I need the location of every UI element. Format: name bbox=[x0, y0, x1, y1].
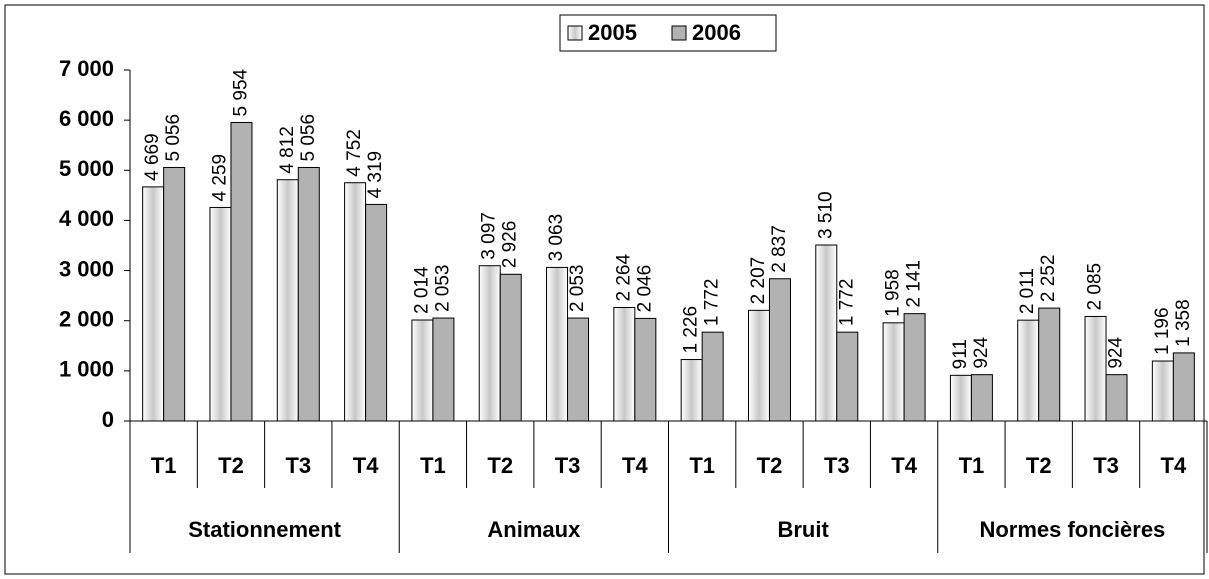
legend-label: 2006 bbox=[692, 20, 741, 45]
data-label: 924 bbox=[1106, 337, 1127, 369]
data-label: 2 053 bbox=[432, 265, 453, 313]
bar bbox=[903, 313, 926, 422]
chart-frame bbox=[4, 4, 1205, 575]
data-label: 1 226 bbox=[681, 306, 702, 354]
data-label: 2 011 bbox=[1017, 268, 1038, 314]
data-label: 2 085 bbox=[1085, 263, 1106, 311]
x-tick-label: T3 bbox=[285, 453, 311, 478]
bar bbox=[297, 166, 320, 422]
data-label: 2 046 bbox=[634, 265, 655, 313]
bar bbox=[970, 374, 993, 422]
data-label: 1 358 bbox=[1173, 299, 1194, 347]
data-label: 5 056 bbox=[163, 114, 184, 162]
bar bbox=[815, 244, 838, 422]
bar bbox=[613, 306, 636, 422]
bar bbox=[1084, 315, 1107, 422]
bar bbox=[567, 317, 590, 422]
x-tick-label: T4 bbox=[891, 453, 917, 478]
y-tick-label: 1 000 bbox=[59, 357, 114, 382]
legend-box bbox=[559, 14, 777, 52]
data-label: 3 097 bbox=[479, 212, 500, 260]
data-label: 2 141 bbox=[904, 260, 925, 308]
data-label: 2 014 bbox=[411, 266, 432, 314]
data-label: 2 053 bbox=[567, 265, 588, 313]
data-label: 4 752 bbox=[344, 129, 365, 177]
data-label: 4 812 bbox=[277, 126, 298, 174]
data-label: 2 207 bbox=[748, 257, 769, 305]
bar bbox=[768, 278, 791, 422]
data-label: 4 669 bbox=[142, 133, 163, 181]
bar bbox=[163, 166, 186, 422]
group-label: Bruit bbox=[777, 517, 829, 542]
bar bbox=[634, 317, 657, 422]
x-tick-label: T3 bbox=[824, 453, 850, 478]
bar bbox=[1038, 307, 1061, 422]
y-tick-label: 4 000 bbox=[59, 206, 114, 231]
bar bbox=[365, 203, 388, 422]
legend-swatch bbox=[567, 25, 583, 41]
data-label: 5 056 bbox=[298, 114, 319, 162]
x-tick-label: T1 bbox=[420, 453, 446, 478]
data-label: 924 bbox=[971, 337, 992, 369]
data-label: 4 319 bbox=[365, 151, 386, 199]
bar bbox=[747, 309, 770, 422]
data-label: 5 954 bbox=[230, 68, 251, 116]
bar bbox=[276, 179, 299, 422]
bar bbox=[1105, 374, 1128, 422]
group-label: Animaux bbox=[487, 517, 581, 542]
y-tick-label: 3 000 bbox=[59, 256, 114, 281]
bar bbox=[680, 359, 703, 422]
group-label: Normes foncières bbox=[979, 517, 1165, 542]
x-tick-label: T2 bbox=[487, 453, 513, 478]
bar bbox=[499, 273, 522, 422]
data-label: 1 772 bbox=[702, 279, 723, 327]
x-tick-label: T1 bbox=[151, 453, 177, 478]
data-label: 3 510 bbox=[815, 191, 836, 239]
bar bbox=[1017, 319, 1040, 422]
bar bbox=[209, 206, 232, 422]
bar bbox=[1172, 352, 1195, 422]
data-label: 1 772 bbox=[836, 279, 857, 327]
x-tick-label: T1 bbox=[959, 453, 985, 478]
x-tick-label: T4 bbox=[353, 453, 379, 478]
legend-label: 2005 bbox=[588, 20, 637, 45]
bar bbox=[478, 265, 501, 422]
bar bbox=[949, 374, 972, 422]
bar bbox=[1151, 360, 1174, 422]
bar bbox=[230, 121, 253, 422]
bar bbox=[701, 331, 724, 422]
legend-swatch bbox=[671, 25, 687, 41]
y-tick-label: 2 000 bbox=[59, 307, 114, 332]
x-tick-label: T2 bbox=[757, 453, 783, 478]
data-label: 2 837 bbox=[769, 225, 790, 273]
data-label: 1 196 bbox=[1152, 307, 1173, 355]
x-tick-label: T3 bbox=[555, 453, 581, 478]
bar bbox=[344, 182, 367, 422]
x-tick-label: T4 bbox=[622, 453, 648, 478]
data-label: 911 bbox=[950, 339, 971, 369]
bar bbox=[411, 319, 434, 422]
x-tick-label: T1 bbox=[689, 453, 715, 478]
data-label: 2 264 bbox=[613, 253, 634, 301]
data-label: 2 926 bbox=[500, 221, 521, 269]
x-tick-label: T2 bbox=[218, 453, 244, 478]
x-tick-label: T2 bbox=[1026, 453, 1052, 478]
bar bbox=[432, 317, 455, 422]
data-label: 4 259 bbox=[209, 154, 230, 202]
bar bbox=[546, 266, 569, 422]
bar bbox=[836, 331, 859, 422]
data-label: 3 063 bbox=[546, 214, 567, 262]
y-tick-label: 5 000 bbox=[59, 156, 114, 181]
data-label: 2 252 bbox=[1038, 255, 1059, 303]
x-tick-label: T4 bbox=[1161, 453, 1187, 478]
bar bbox=[882, 322, 905, 422]
y-tick-label: 6 000 bbox=[59, 106, 114, 131]
x-tick-label: T3 bbox=[1093, 453, 1119, 478]
data-label: 1 958 bbox=[883, 269, 904, 317]
y-tick-label: 0 bbox=[102, 407, 114, 432]
bar bbox=[142, 186, 165, 422]
group-label: Stationnement bbox=[188, 517, 341, 542]
y-tick-label: 7 000 bbox=[59, 56, 114, 81]
